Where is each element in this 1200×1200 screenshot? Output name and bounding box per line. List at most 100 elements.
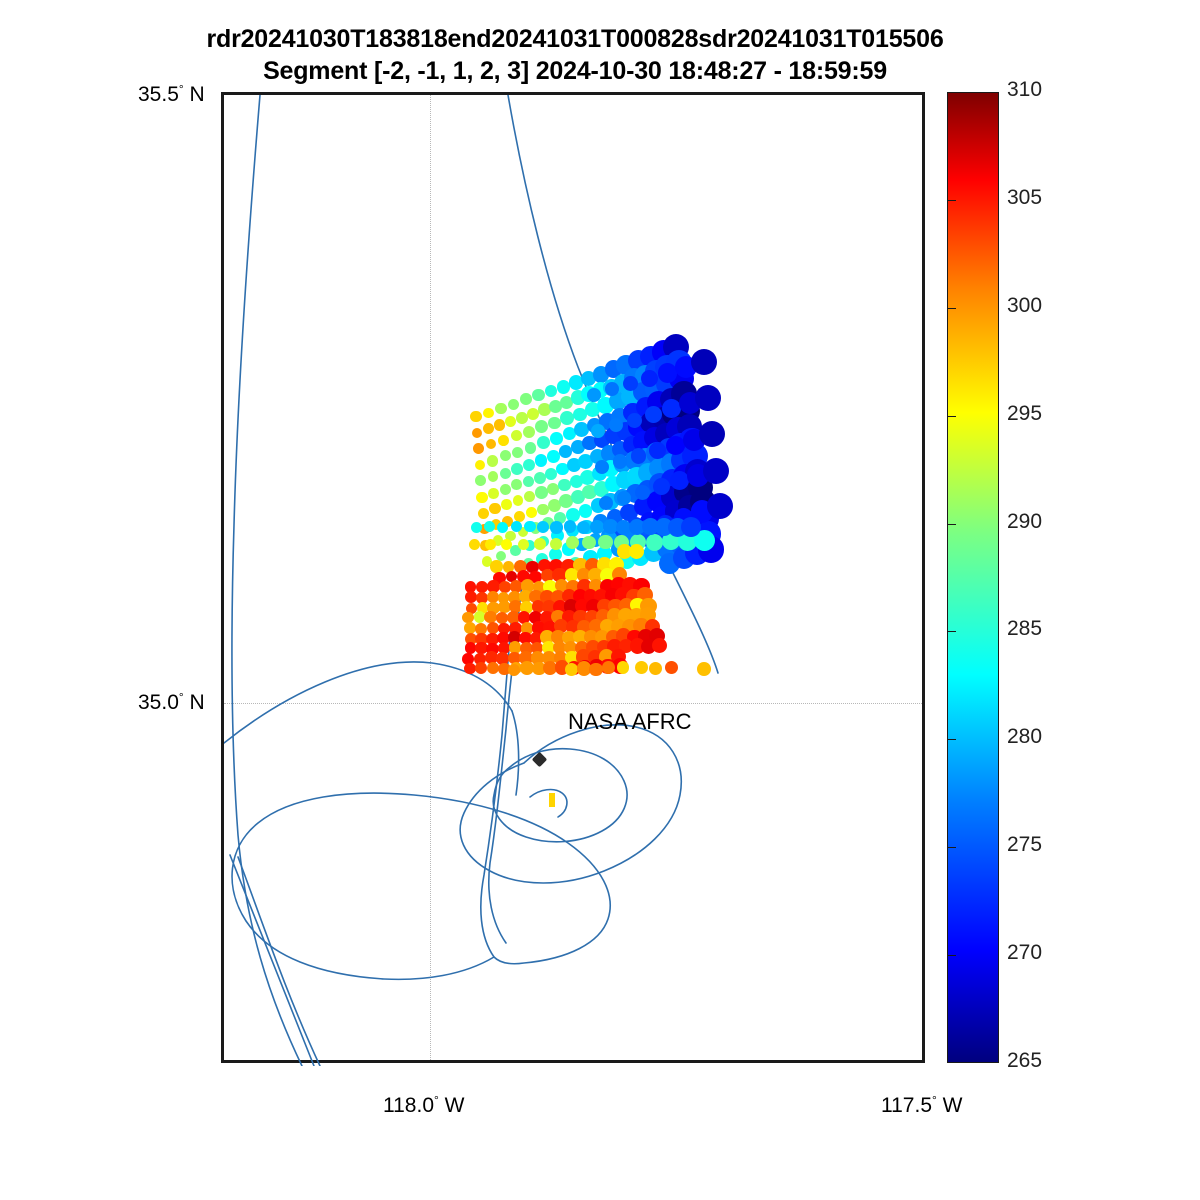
y-tick-hemisphere: N — [189, 83, 205, 106]
y-tick-label-35-0: 35.0° N — [138, 690, 205, 715]
scatter-point — [464, 632, 477, 645]
scatter-point — [566, 536, 579, 550]
track-approach-arc — [224, 661, 513, 744]
scatter-point — [486, 455, 499, 467]
scatter-point — [540, 630, 554, 644]
scatter-point — [517, 526, 529, 538]
scatter-point — [497, 591, 510, 604]
colorbar[interactable] — [947, 92, 999, 1063]
figure-title-line-1: rdr20241030T183818end20241031T000828sdr2… — [206, 25, 944, 53]
scatter-point — [589, 662, 604, 677]
scatter-point — [499, 450, 511, 462]
scatter-point — [623, 375, 639, 392]
scatter-point — [497, 521, 509, 533]
x-tick-hemisphere: W — [444, 1094, 465, 1117]
scatter-point — [490, 560, 503, 573]
scatter-point — [558, 478, 571, 492]
scatter-point — [693, 530, 715, 552]
scatter-point — [602, 661, 616, 674]
scatter-point — [493, 419, 506, 431]
scatter-point — [556, 380, 571, 394]
scatter-point — [530, 651, 545, 665]
scatter-point — [568, 375, 584, 391]
scatter-point — [541, 641, 555, 655]
scatter-point — [631, 448, 647, 464]
scatter-point — [669, 470, 689, 491]
scatter-point — [475, 581, 488, 593]
scatter-point — [575, 598, 590, 613]
scatter-point — [652, 477, 670, 495]
scatter-point — [648, 661, 663, 676]
scatter-point — [470, 521, 482, 533]
scatter-point — [506, 610, 520, 624]
scatter-point — [486, 662, 499, 675]
scatter-point — [550, 521, 563, 534]
scatter-point — [588, 618, 603, 634]
degree-icon: ° — [932, 1093, 937, 1107]
scatter-point — [520, 621, 534, 635]
colorbar-label-300: 300 — [1007, 293, 1043, 317]
map-axes[interactable] — [221, 92, 925, 1066]
scatter-point — [665, 435, 685, 456]
scatter-point — [605, 381, 620, 396]
track-hook — [529, 788, 568, 818]
scatter-point — [642, 517, 660, 535]
scatter-point — [554, 619, 569, 634]
scatter-point — [484, 539, 496, 551]
scatter-point — [495, 402, 507, 415]
scatter-point — [507, 399, 520, 411]
scatter-point — [548, 399, 563, 414]
scatter-point — [691, 349, 717, 376]
scatter-point — [556, 463, 569, 476]
scatter-point — [509, 580, 523, 593]
scatter-point — [549, 432, 563, 445]
scatter-point — [507, 664, 520, 677]
scatter-point — [514, 511, 525, 523]
scatter-point — [502, 561, 515, 574]
colorbar-tick-305 — [947, 199, 956, 201]
scatter-point — [627, 412, 643, 429]
track-loop-right — [459, 724, 682, 884]
scatter-point — [533, 471, 546, 484]
scatter-point — [646, 533, 664, 552]
scatter-point — [486, 632, 499, 645]
scatter-point — [518, 650, 533, 665]
scatter-point — [517, 538, 529, 551]
scatter-point — [565, 508, 580, 523]
scatter-point — [499, 467, 511, 479]
x-tick-label-118-0: 118.0° W — [383, 1093, 464, 1118]
scatter-point — [483, 407, 494, 418]
scatter-point — [473, 652, 486, 665]
scatter-point — [616, 661, 630, 674]
scatter-point — [651, 637, 668, 654]
scatter-point — [613, 454, 628, 469]
scatter-point — [511, 479, 522, 490]
track-approach-arc-2 — [511, 710, 520, 796]
scatter-point — [510, 545, 521, 556]
scatter-point — [573, 630, 587, 644]
scatter-point — [587, 388, 601, 403]
scatter-point — [523, 458, 536, 471]
scatter-point — [529, 589, 544, 604]
scatter-point — [582, 484, 597, 500]
colorbar-label-270: 270 — [1007, 941, 1043, 965]
scatter-point — [520, 661, 535, 676]
scatter-point — [564, 662, 578, 676]
scatter-point — [616, 543, 632, 559]
x-tick-hemisphere: W — [942, 1094, 963, 1117]
scatter-point — [578, 504, 593, 519]
scatter-point — [476, 602, 489, 614]
scatter-point — [484, 651, 498, 665]
scatter-point — [475, 475, 487, 486]
scatter-point — [572, 407, 587, 422]
site-marker-cross-icon — [549, 793, 555, 807]
scatter-point — [512, 446, 524, 458]
scatter-point — [486, 621, 499, 634]
scatter-point — [473, 611, 486, 624]
scatter-point — [518, 611, 531, 624]
scatter-point — [550, 537, 563, 551]
y-tick-value: 35.5 — [138, 83, 179, 106]
scatter-point — [464, 642, 477, 654]
scatter-point — [505, 530, 516, 541]
scatter-point — [482, 423, 494, 435]
